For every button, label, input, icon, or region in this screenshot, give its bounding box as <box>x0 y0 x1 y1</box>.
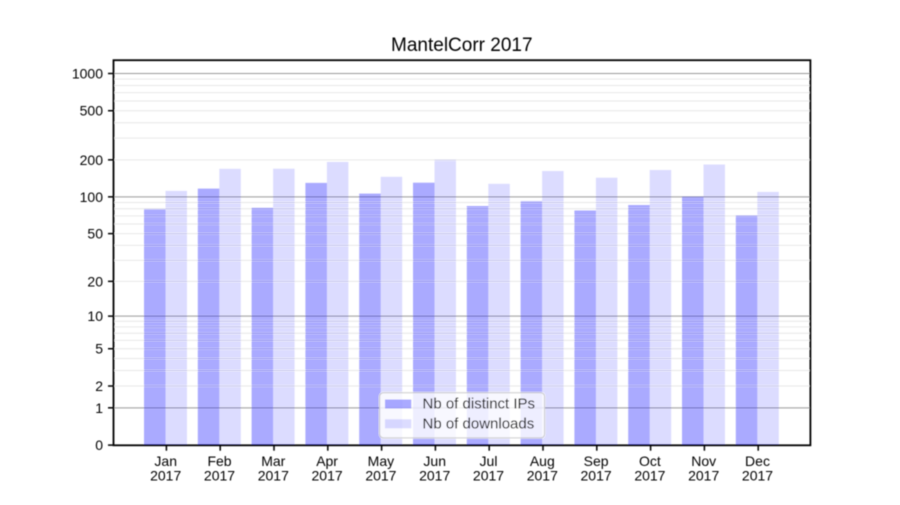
svg-text:May: May <box>368 453 394 469</box>
svg-text:2017: 2017 <box>527 468 558 484</box>
svg-text:MantelCorr 2017: MantelCorr 2017 <box>391 35 533 56</box>
svg-text:2017: 2017 <box>742 468 773 484</box>
svg-text:50: 50 <box>87 226 103 242</box>
svg-text:2017: 2017 <box>204 468 235 484</box>
svg-text:Nov: Nov <box>691 453 716 469</box>
svg-text:Sep: Sep <box>584 453 609 469</box>
svg-text:2017: 2017 <box>258 468 289 484</box>
svg-text:Feb: Feb <box>207 453 231 469</box>
svg-text:2017: 2017 <box>365 468 396 484</box>
svg-text:Jul: Jul <box>480 453 498 469</box>
svg-text:Oct: Oct <box>639 453 661 469</box>
svg-text:2: 2 <box>95 378 103 394</box>
svg-text:2017: 2017 <box>419 468 450 484</box>
svg-text:Apr: Apr <box>316 453 338 469</box>
svg-text:Dec: Dec <box>745 453 770 469</box>
svg-text:Jan: Jan <box>154 453 177 469</box>
svg-text:500: 500 <box>80 103 104 119</box>
svg-text:Jun: Jun <box>423 453 446 469</box>
svg-text:20: 20 <box>87 273 103 289</box>
svg-text:Nb of distinct IPs: Nb of distinct IPs <box>423 395 536 412</box>
svg-text:1000: 1000 <box>72 66 103 82</box>
svg-text:2017: 2017 <box>473 468 504 484</box>
svg-text:Aug: Aug <box>530 453 555 469</box>
svg-text:2017: 2017 <box>581 468 612 484</box>
svg-text:2017: 2017 <box>634 468 665 484</box>
svg-text:2017: 2017 <box>150 468 181 484</box>
svg-text:Nb of downloads: Nb of downloads <box>423 415 535 432</box>
svg-text:1: 1 <box>95 400 103 416</box>
svg-text:100: 100 <box>80 189 104 205</box>
svg-text:0: 0 <box>95 437 103 453</box>
svg-text:2017: 2017 <box>688 468 719 484</box>
svg-text:5: 5 <box>95 341 103 357</box>
svg-text:2017: 2017 <box>312 468 343 484</box>
svg-text:10: 10 <box>87 308 103 324</box>
svg-text:200: 200 <box>80 152 104 168</box>
svg-text:Mar: Mar <box>261 453 285 469</box>
